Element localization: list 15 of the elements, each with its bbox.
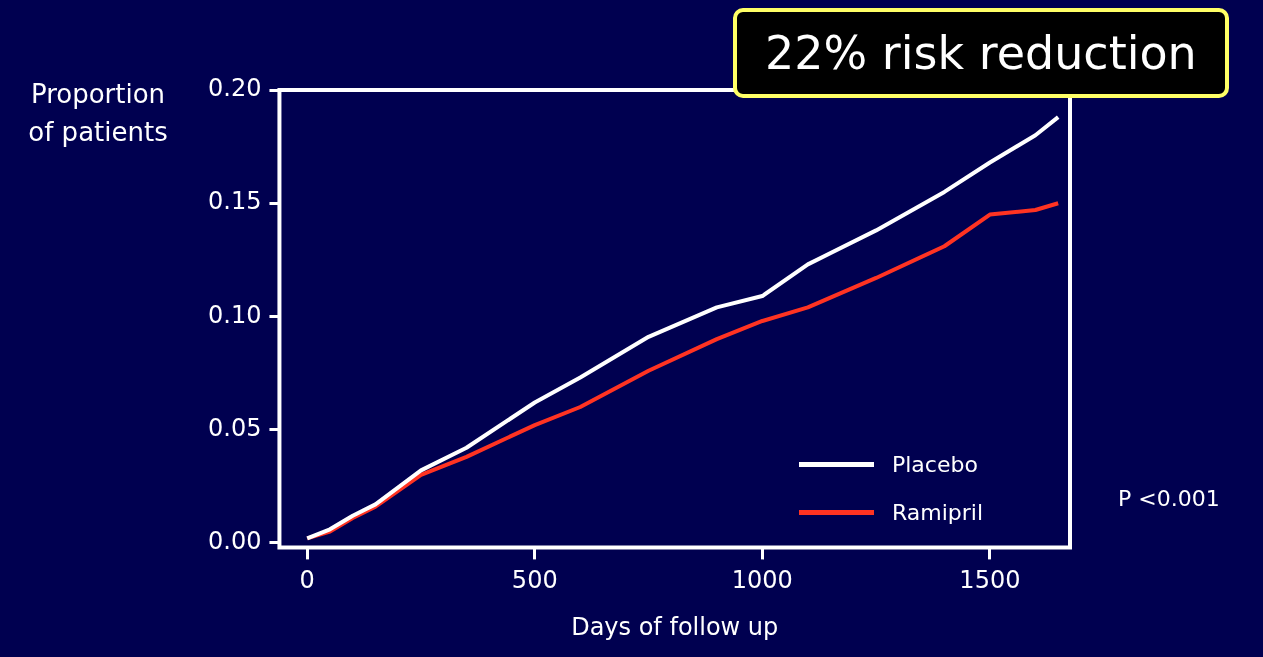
y-tick-label: 0.05 xyxy=(208,413,262,442)
y-tick-label: 0.10 xyxy=(208,300,262,329)
text: P <0.001 xyxy=(1118,486,1220,511)
x-tick-label: 0 xyxy=(299,566,315,595)
y-axis-title: Proportion of patients xyxy=(27,78,169,149)
legend-label: Placebo xyxy=(891,451,978,477)
y-tick-label: 0.20 xyxy=(208,74,262,103)
x-tick-label: 1500 xyxy=(959,566,1021,595)
x-tick-label: 500 xyxy=(511,566,558,595)
y-tick-label: 0.00 xyxy=(208,527,262,556)
y-tick-label: 0.15 xyxy=(208,187,262,216)
legend-label: Ramipril xyxy=(891,499,983,525)
x-axis-title: Days of follow up xyxy=(571,612,779,641)
text: 22% risk reduction xyxy=(733,8,1229,98)
x-tick-label: 1000 xyxy=(731,566,793,595)
